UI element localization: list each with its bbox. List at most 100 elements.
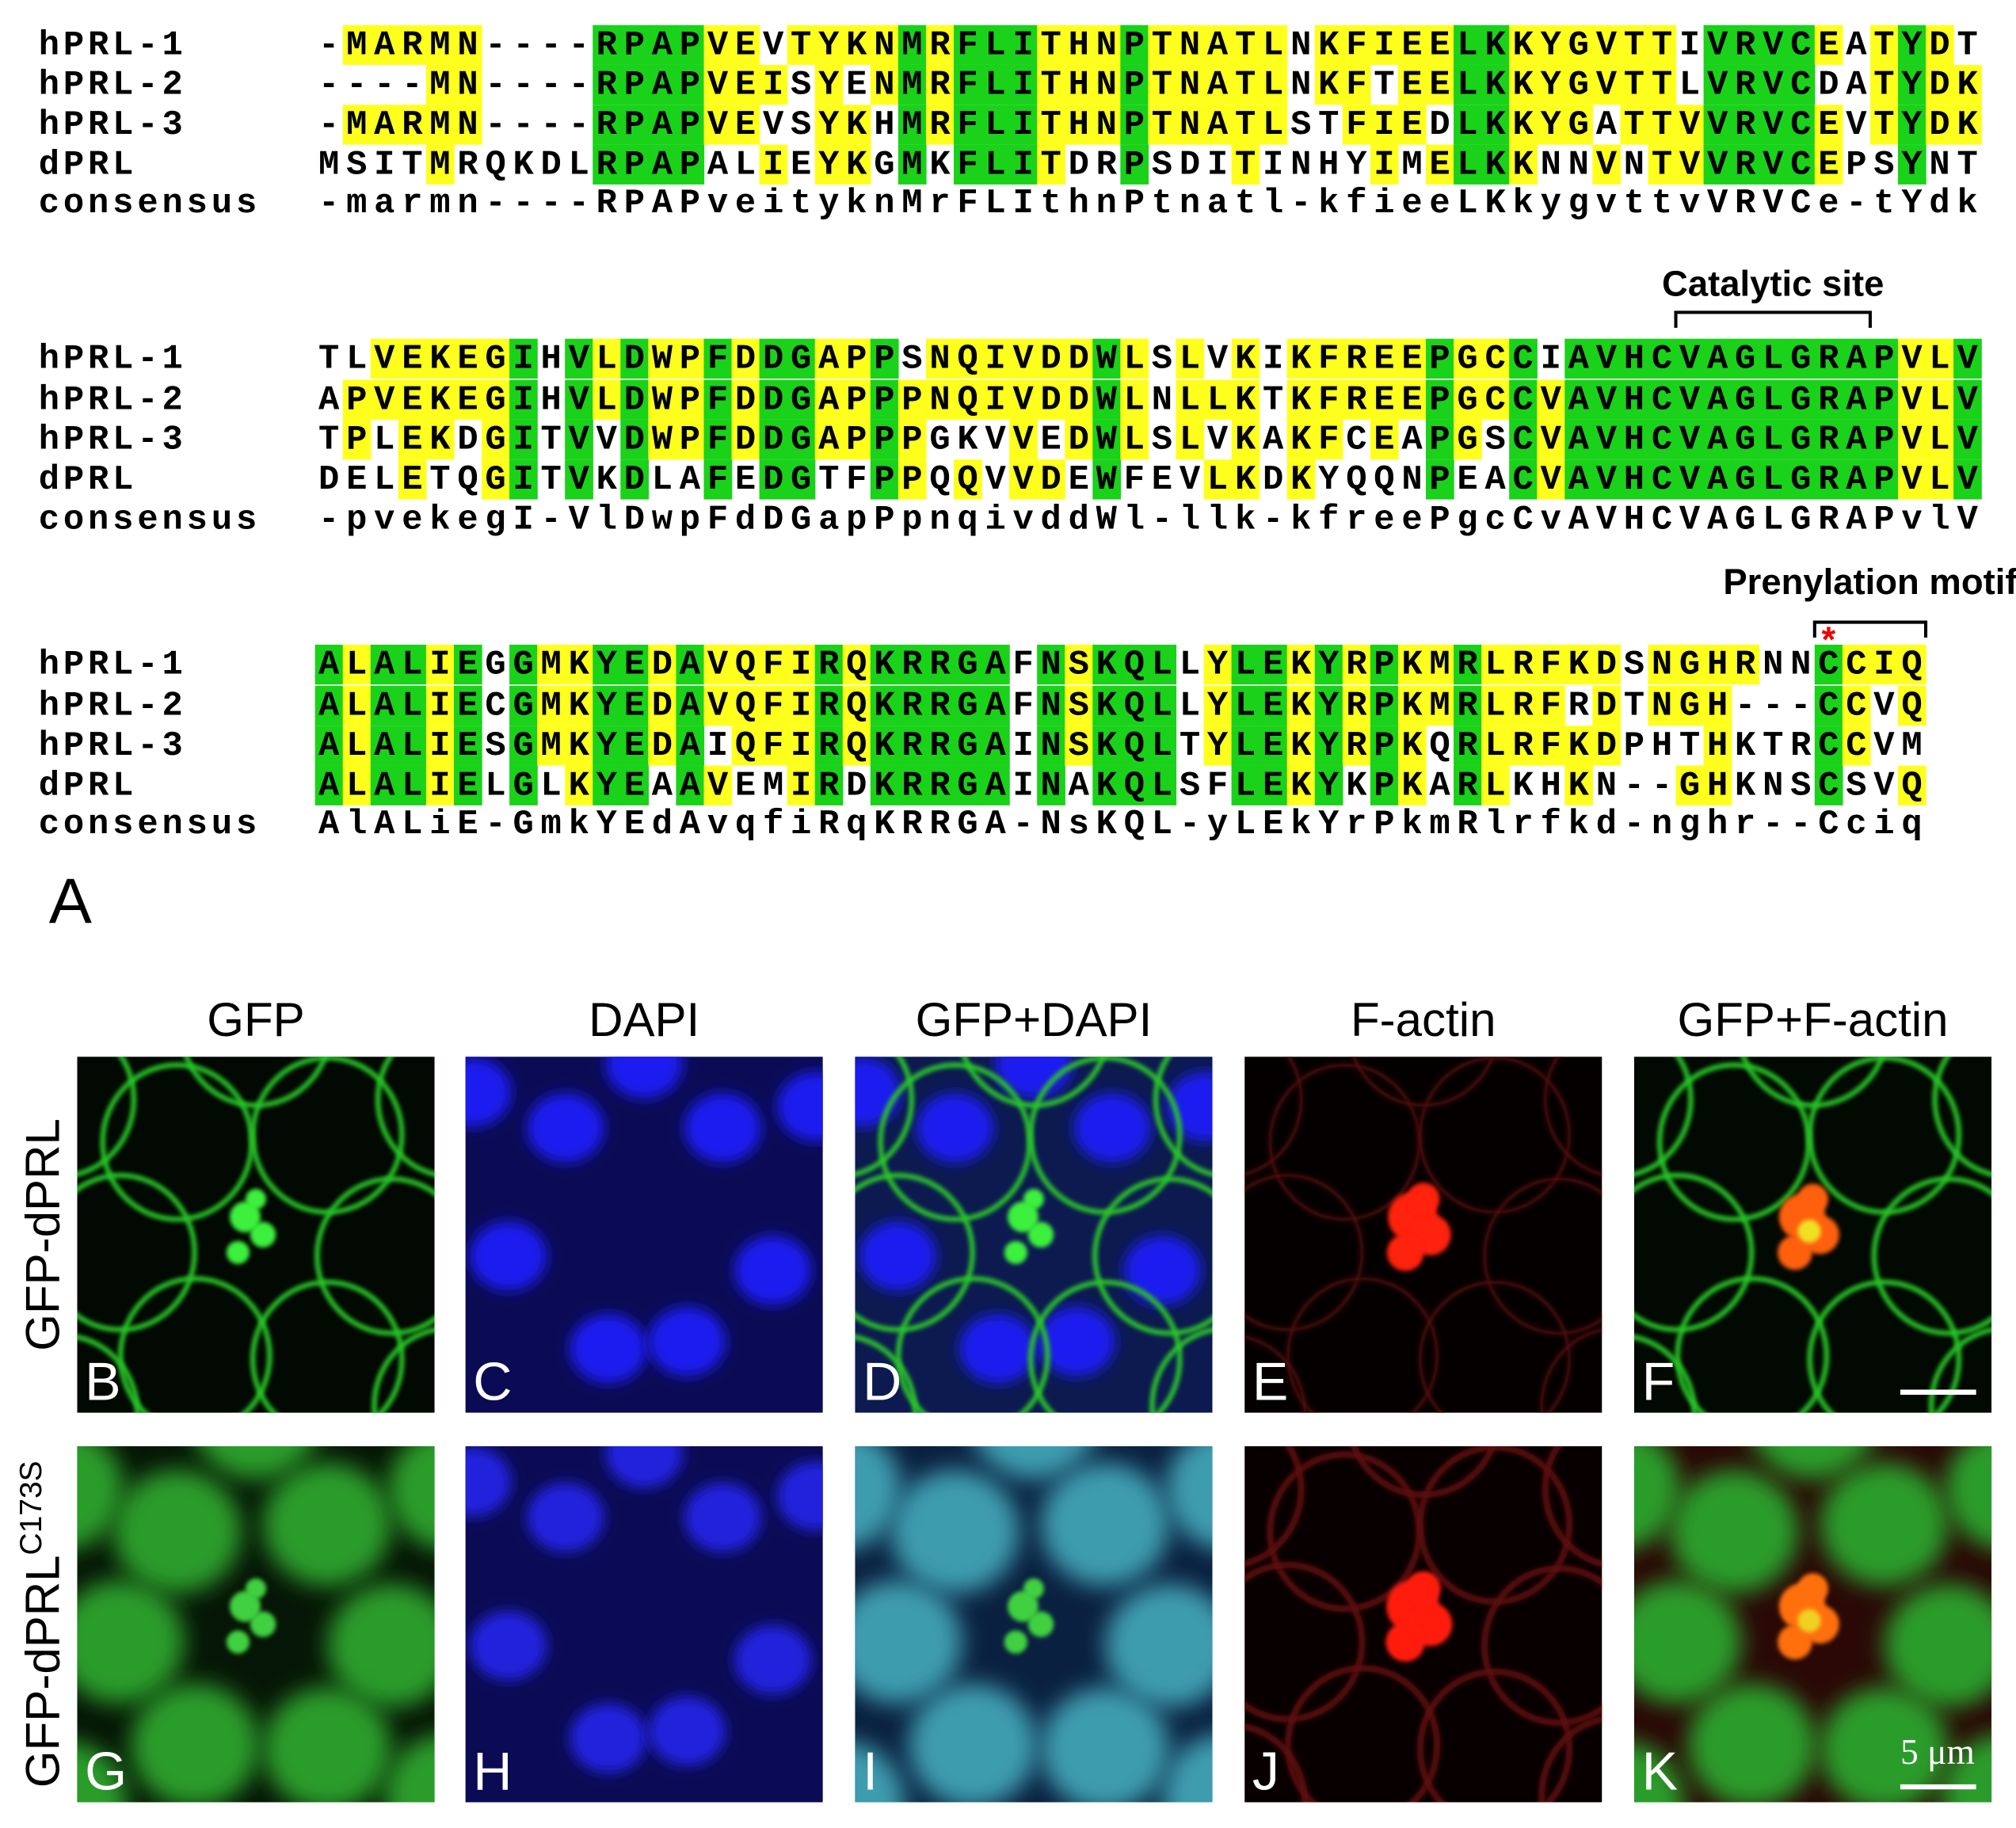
residue-shading <box>1675 379 1705 420</box>
residue-shading <box>731 379 760 420</box>
cell-outline <box>77 1172 197 1333</box>
column-header: GFP <box>207 993 304 1046</box>
residue-shading <box>1675 105 1705 145</box>
nucleus <box>605 1445 683 1488</box>
residue-shading <box>1314 765 1343 805</box>
residue-shading <box>1564 338 1593 379</box>
central-signal <box>1405 1571 1441 1606</box>
residue-shading <box>1897 765 1926 805</box>
residue-shading <box>1454 765 1482 805</box>
residue-shading <box>1953 105 1982 145</box>
central-signal <box>246 1189 266 1209</box>
residue-shading <box>1231 105 1260 145</box>
cell-body <box>1105 1583 1213 1708</box>
residue-shading <box>1370 725 1399 766</box>
residue-shading <box>759 338 788 379</box>
residue-shading <box>981 25 1010 65</box>
residue-shading <box>1675 144 1705 185</box>
residue-shading <box>1037 379 1065 420</box>
residue-shading <box>1203 685 1233 726</box>
residue-shading <box>1342 685 1371 726</box>
residue-shading <box>1203 459 1233 500</box>
residue-shading <box>1648 685 1677 726</box>
central-core <box>1797 1609 1821 1632</box>
residue-shading <box>1092 105 1122 145</box>
residue-shading <box>759 725 788 766</box>
residue-shading <box>703 25 733 65</box>
residue-shading <box>1759 64 1788 105</box>
residue-shading <box>425 144 455 185</box>
residue-shading <box>703 64 733 105</box>
residue-shading <box>398 765 427 805</box>
panel-label: J <box>1252 1741 1279 1801</box>
residue-shading <box>1148 685 1177 726</box>
residue-shading <box>1897 25 1926 65</box>
cell-outline <box>1871 1176 1992 1336</box>
residue-shading <box>1926 459 1954 500</box>
cell-outline <box>1244 1057 1304 1177</box>
residue-shading <box>1703 338 1732 379</box>
central-signal <box>1778 1624 1812 1660</box>
residue-shading <box>842 144 871 185</box>
residue-shading <box>1092 765 1122 805</box>
residue-shading <box>1731 644 1760 685</box>
residue-shading <box>1814 459 1843 500</box>
residue-shading <box>1425 459 1454 500</box>
residue-shading <box>1869 25 1899 65</box>
residue-shading <box>1148 725 1177 766</box>
residue-shading <box>593 685 621 726</box>
residue-shading <box>1703 144 1732 185</box>
residue-shading <box>1814 725 1843 766</box>
residue-shading <box>759 379 788 420</box>
residue-shading <box>981 338 1010 379</box>
residue-shading <box>787 419 816 460</box>
residue-shading <box>1425 644 1454 685</box>
residue-shading <box>1869 459 1899 500</box>
annotation: Prenylation motif <box>1723 562 2016 602</box>
residue-shading <box>453 105 482 145</box>
residue-shading <box>1703 725 1732 766</box>
residue-shading <box>342 25 372 65</box>
residue-shading <box>565 725 593 766</box>
column-header: DAPI <box>589 993 699 1046</box>
residue-shading <box>731 64 760 105</box>
cell-outline <box>1482 1177 1603 1335</box>
cell-outline <box>1633 1172 1755 1333</box>
residue-shading <box>1648 144 1677 185</box>
cell-outline <box>314 1176 435 1336</box>
residue-shading <box>1509 725 1538 766</box>
residue-shading <box>1509 144 1538 185</box>
residue-shading <box>1259 64 1288 105</box>
residue-shading <box>814 25 844 65</box>
residue-shading <box>482 379 510 420</box>
sequence: -marmn----RPAPveityknMrFLIthnPtnatl-kfie… <box>318 185 1978 223</box>
residue-shading <box>1481 338 1510 379</box>
residue-shading <box>1842 379 1871 420</box>
residue-shading <box>897 64 927 105</box>
residue-shading <box>1037 25 1065 65</box>
residue-shading <box>1148 25 1177 65</box>
residue-shading <box>954 144 982 185</box>
residue-shading <box>1537 725 1565 766</box>
row-label-superscript: C173S <box>14 1460 48 1555</box>
central-signal <box>1385 1622 1426 1662</box>
residue-shading <box>1259 685 1288 726</box>
residue-shading <box>453 725 482 766</box>
residue-shading <box>1564 725 1593 766</box>
residue-shading <box>1231 685 1260 726</box>
residue-shading <box>453 25 482 65</box>
residue-shading <box>1370 144 1399 185</box>
micrograph <box>1244 1445 1603 1803</box>
residue-shading <box>1509 64 1538 105</box>
residue-shading <box>453 379 482 420</box>
residue-shading <box>398 105 427 145</box>
residue-shading <box>1065 25 1093 65</box>
residue-shading <box>593 644 621 685</box>
central-core <box>1797 1219 1821 1243</box>
residue-shading <box>814 765 844 805</box>
nucleus <box>734 1624 812 1695</box>
residue-shading <box>1842 459 1871 500</box>
residue-shading <box>842 725 871 766</box>
residue-shading <box>453 644 482 685</box>
